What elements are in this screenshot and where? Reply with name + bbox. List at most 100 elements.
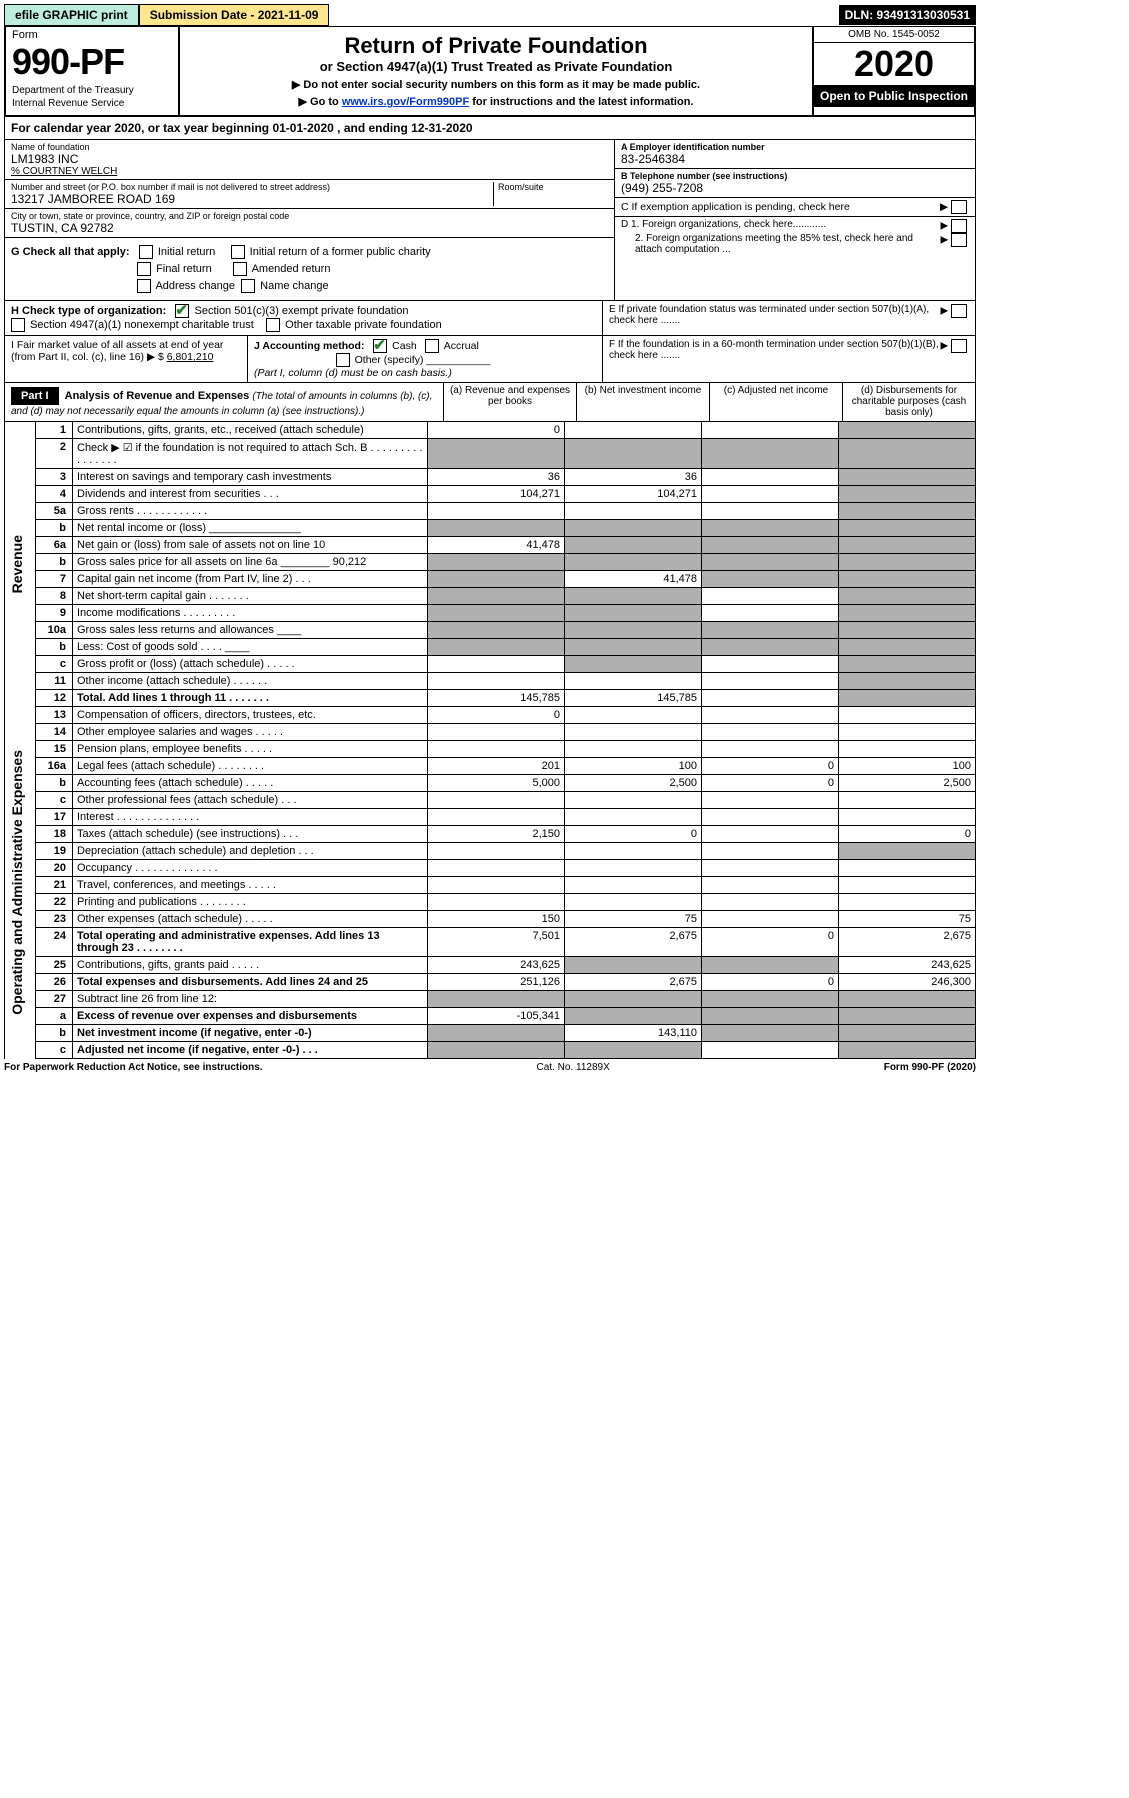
name-change-checkbox[interactable] <box>241 279 255 293</box>
instructions-link[interactable]: www.irs.gov/Form990PF <box>342 96 469 108</box>
table-row: 21Travel, conferences, and meetings . . … <box>5 877 976 894</box>
dln-label: DLN: 93491313030531 <box>839 5 976 25</box>
h2-checkbox[interactable] <box>11 318 25 332</box>
initial-public-checkbox[interactable] <box>231 245 245 259</box>
cell-col-a <box>428 673 565 690</box>
cell-col-c <box>702 656 839 673</box>
table-row: aExcess of revenue over expenses and dis… <box>5 1008 976 1025</box>
cell-col-c <box>702 809 839 826</box>
cell-col-d: 75 <box>839 911 976 928</box>
line-description: Dividends and interest from securities .… <box>73 486 428 503</box>
line-number: 27 <box>36 991 73 1008</box>
revenue-table: Revenue1Contributions, gifts, grants, et… <box>4 422 976 707</box>
cell-col-c: 0 <box>702 974 839 991</box>
initial-return-checkbox[interactable] <box>139 245 153 259</box>
line-number: 19 <box>36 843 73 860</box>
line-number: 6a <box>36 537 73 554</box>
table-row: 5aGross rents . . . . . . . . . . . . <box>5 503 976 520</box>
dept-irs: Internal Revenue Service <box>12 98 172 109</box>
line-description: Pension plans, employee benefits . . . .… <box>73 741 428 758</box>
line-number: c <box>36 1042 73 1059</box>
efile-button[interactable]: efile GRAPHIC print <box>4 4 139 26</box>
cell-col-c <box>702 554 839 571</box>
opex-table: Operating and Administrative Expenses13C… <box>4 707 976 1059</box>
j-cash-checkbox[interactable] <box>373 339 387 353</box>
g-opt-5: Name change <box>260 280 329 292</box>
e-checkbox[interactable] <box>951 304 967 318</box>
cell-col-c <box>702 707 839 724</box>
foundation-name: LM1983 INC <box>11 152 608 166</box>
line-number: 10a <box>36 622 73 639</box>
address-change-checkbox[interactable] <box>137 279 151 293</box>
cell-col-d <box>839 809 976 826</box>
cell-col-a <box>428 571 565 588</box>
cell-col-a: 243,625 <box>428 957 565 974</box>
cell-col-c <box>702 537 839 554</box>
j-other-checkbox[interactable] <box>336 353 350 367</box>
table-row: bLess: Cost of goods sold . . . . ____ <box>5 639 976 656</box>
c-label: C If exemption application is pending, c… <box>621 201 940 213</box>
form-word: Form <box>12 29 172 41</box>
g-opt-3: Initial return of a former public charit… <box>250 246 431 258</box>
h3-checkbox[interactable] <box>266 318 280 332</box>
cell-col-d <box>839 792 976 809</box>
j-accrual-checkbox[interactable] <box>425 339 439 353</box>
note2-post: for instructions and the latest informat… <box>469 96 693 108</box>
c-checkbox[interactable] <box>951 200 967 214</box>
d2-checkbox[interactable] <box>951 233 967 247</box>
care-of: % COURTNEY WELCH <box>11 166 608 177</box>
col-a-head: (a) Revenue and expenses per books <box>443 383 576 421</box>
line-description: Excess of revenue over expenses and disb… <box>73 1008 428 1025</box>
cell-col-d <box>839 877 976 894</box>
table-row: 4Dividends and interest from securities … <box>5 486 976 503</box>
table-row: 20Occupancy . . . . . . . . . . . . . . <box>5 860 976 877</box>
cell-col-b: 75 <box>565 911 702 928</box>
col-d-head: (d) Disbursements for charitable purpose… <box>842 383 975 421</box>
h1-checkbox[interactable] <box>175 304 189 318</box>
line-description: Gross profit or (loss) (attach schedule)… <box>73 656 428 673</box>
cell-col-a: 201 <box>428 758 565 775</box>
cell-col-a <box>428 843 565 860</box>
cell-col-b <box>565 860 702 877</box>
submission-date-button[interactable]: Submission Date - 2021-11-09 <box>139 4 330 26</box>
line-description: Occupancy . . . . . . . . . . . . . . <box>73 860 428 877</box>
cell-col-b <box>565 422 702 439</box>
table-row: 3Interest on savings and temporary cash … <box>5 469 976 486</box>
cell-col-c <box>702 991 839 1008</box>
line-description: Check ▶ ☑ if the foundation is not requi… <box>73 439 428 469</box>
d1-checkbox[interactable] <box>951 219 967 233</box>
line-number: c <box>36 792 73 809</box>
calendar-year-row: For calendar year 2020, or tax year begi… <box>4 117 976 140</box>
cell-col-b <box>565 673 702 690</box>
cell-col-b <box>565 724 702 741</box>
form-year-block: OMB No. 1545-0052 2020 Open to Public In… <box>812 27 974 115</box>
cell-col-c <box>702 588 839 605</box>
line-description: Accounting fees (attach schedule) . . . … <box>73 775 428 792</box>
line-description: Taxes (attach schedule) (see instruction… <box>73 826 428 843</box>
cell-col-b <box>565 843 702 860</box>
f-checkbox[interactable] <box>951 339 967 353</box>
cell-col-d <box>839 690 976 707</box>
note2-pre: ▶ Go to <box>299 96 342 108</box>
line-number: 15 <box>36 741 73 758</box>
table-row: 15Pension plans, employee benefits . . .… <box>5 741 976 758</box>
line-number: 21 <box>36 877 73 894</box>
cell-col-a: 41,478 <box>428 537 565 554</box>
cell-col-c <box>702 1008 839 1025</box>
dept-treasury: Department of the Treasury <box>12 85 172 96</box>
line-description: Other professional fees (attach schedule… <box>73 792 428 809</box>
amended-return-checkbox[interactable] <box>233 262 247 276</box>
line-number: 12 <box>36 690 73 707</box>
cell-col-b <box>565 588 702 605</box>
cell-col-d <box>839 422 976 439</box>
cell-col-d <box>839 571 976 588</box>
cell-col-b <box>565 877 702 894</box>
cell-col-a <box>428 860 565 877</box>
g-row: G Check all that apply: Initial return I… <box>11 245 608 259</box>
cell-col-b: 145,785 <box>565 690 702 707</box>
final-return-checkbox[interactable] <box>137 262 151 276</box>
table-row: Revenue1Contributions, gifts, grants, et… <box>5 422 976 439</box>
table-row: 8Net short-term capital gain . . . . . .… <box>5 588 976 605</box>
cell-col-b: 2,675 <box>565 974 702 991</box>
form-note-2: ▶ Go to www.irs.gov/Form990PF for instru… <box>186 95 806 108</box>
